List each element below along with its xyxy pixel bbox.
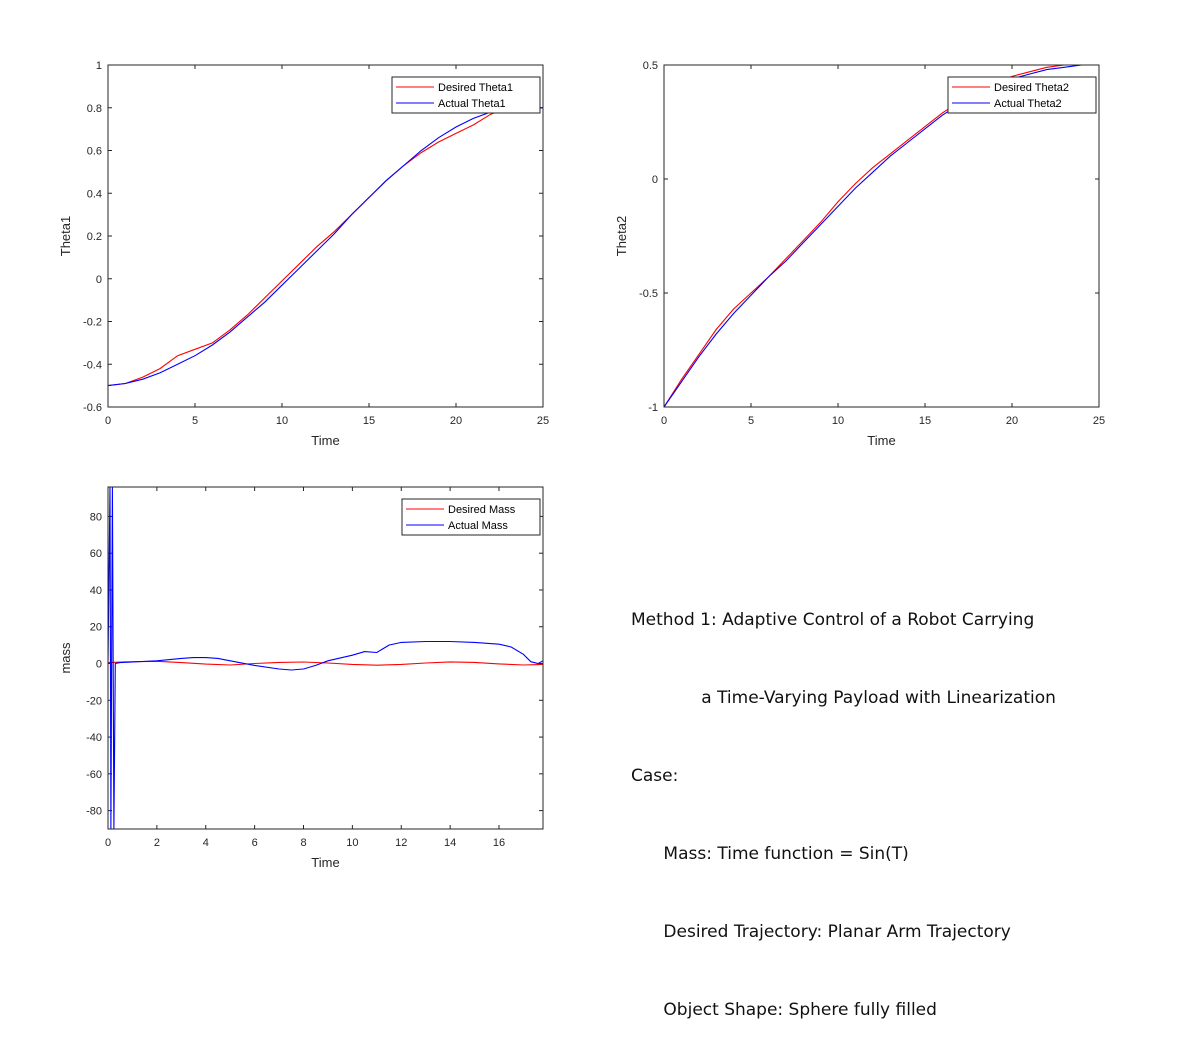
y-tick-label: 0.2 bbox=[87, 231, 102, 243]
legend-entry: Actual Mass bbox=[448, 520, 508, 532]
x-tick-label: 15 bbox=[363, 415, 375, 427]
y-tick-label: 1 bbox=[96, 60, 102, 72]
y-tick-label: 20 bbox=[90, 622, 102, 634]
y-tick-label: 0 bbox=[96, 274, 102, 286]
series-line-actual-theta1 bbox=[108, 107, 543, 387]
series-line-actual-theta2 bbox=[664, 65, 1099, 407]
legend-box bbox=[391, 76, 541, 114]
y-tick-label: 0.6 bbox=[87, 146, 102, 158]
legend-entry: Desired Theta2 bbox=[994, 82, 1069, 94]
x-tick-label: 12 bbox=[395, 837, 407, 849]
series-line-desired-mass bbox=[108, 660, 543, 666]
x-tick-label: 0 bbox=[661, 415, 667, 427]
y-axis-label: Theta2 bbox=[614, 216, 629, 256]
y-tick-label: 40 bbox=[90, 585, 102, 597]
mass-plot: 0 2 4 6 8 10 12 14 16 -80 -60 -40 -20 0 20 40 60 80 Time ma… bbox=[58, 486, 544, 870]
axes-frame bbox=[107, 64, 544, 408]
x-axis-label: Time bbox=[311, 855, 339, 870]
legend-box bbox=[401, 498, 541, 536]
y-tick-label: -0.6 bbox=[83, 402, 102, 414]
legend-entry: Desired Mass bbox=[448, 504, 516, 516]
y-tick-label: -1 bbox=[648, 402, 658, 414]
x-tick-label: 5 bbox=[192, 415, 198, 427]
x-tick-label: 10 bbox=[832, 415, 844, 427]
note-line: Desired Trajectory: Planar Arm Trajector… bbox=[631, 922, 1011, 942]
y-tick-label: -60 bbox=[86, 769, 102, 781]
x-tick-label: 10 bbox=[346, 837, 358, 849]
theta2-plot: 0 5 10 15 20 25 -1 -0.5 0 0.5 Time Theta2 Desired Th… bbox=[614, 60, 1105, 448]
x-tick-label: 4 bbox=[203, 837, 209, 849]
x-tick-label: 25 bbox=[1093, 415, 1105, 427]
series-line-actual-mass bbox=[108, 487, 543, 829]
y-tick-label: 0.4 bbox=[87, 188, 102, 200]
plot-area bbox=[108, 487, 543, 829]
method-description: Method 1: Adaptive Control of a Robot Ca… bbox=[631, 555, 1056, 1049]
y-tick-label: 0.5 bbox=[643, 60, 658, 72]
y-tick-label: 0.8 bbox=[87, 103, 102, 115]
x-tick-label: 10 bbox=[276, 415, 288, 427]
y-tick-label: -0.4 bbox=[83, 359, 102, 371]
y-tick-label: -0.5 bbox=[639, 288, 658, 300]
x-tick-label: 14 bbox=[444, 837, 456, 849]
y-tick-label: -0.2 bbox=[83, 317, 102, 329]
y-tick-label: -40 bbox=[86, 732, 102, 744]
axes-frame bbox=[107, 486, 544, 830]
x-tick-label: 16 bbox=[493, 837, 505, 849]
legend-box bbox=[947, 76, 1097, 114]
x-tick-label: 0 bbox=[105, 415, 111, 427]
y-tick-label: 60 bbox=[90, 548, 102, 560]
x-tick-label: 20 bbox=[1006, 415, 1018, 427]
y-tick-label: 80 bbox=[90, 511, 102, 523]
theta1-plot: 0 5 10 15 20 25 -0.6 -0.4 -0.2 0 0.2 0.4 0.6 0.8 1 Time… bbox=[58, 60, 549, 448]
series-line-desired-theta2 bbox=[664, 65, 1099, 407]
note-line: Mass: Time function = Sin(T) bbox=[631, 844, 909, 864]
x-tick-label: 5 bbox=[748, 415, 754, 427]
note-line: a Time-Varying Payload with Linearizatio… bbox=[631, 688, 1056, 708]
series-line-desired-theta1 bbox=[108, 107, 543, 387]
x-tick-label: 20 bbox=[450, 415, 462, 427]
y-axis-label: Theta1 bbox=[58, 216, 73, 256]
note-line: Method 1: Adaptive Control of a Robot Ca… bbox=[631, 610, 1035, 630]
note-line: Object Shape: Sphere fully filled bbox=[631, 1000, 937, 1020]
y-axis-label: mass bbox=[58, 642, 73, 674]
x-tick-label: 6 bbox=[252, 837, 258, 849]
x-tick-label: 2 bbox=[154, 837, 160, 849]
note-line: Case: bbox=[631, 766, 679, 786]
x-tick-label: 25 bbox=[537, 415, 549, 427]
legend-entry: Actual Theta1 bbox=[438, 98, 506, 110]
y-tick-label: 0 bbox=[652, 174, 658, 186]
y-tick-label: -80 bbox=[86, 806, 102, 818]
x-tick-label: 15 bbox=[919, 415, 931, 427]
plot-area bbox=[664, 65, 1099, 407]
axes-frame bbox=[663, 64, 1100, 408]
legend-entry: Desired Theta1 bbox=[438, 82, 513, 94]
x-tick-label: 0 bbox=[105, 837, 111, 849]
y-tick-label: 0 bbox=[96, 659, 102, 671]
plot-area bbox=[108, 65, 543, 407]
x-axis-label: Time bbox=[867, 433, 895, 448]
y-tick-label: -20 bbox=[86, 695, 102, 707]
figure-canvas: 0 5 10 15 20 25-0.6-0.4-0.200.20.40.60.81Time… bbox=[58, 60, 1105, 870]
x-tick-label: 8 bbox=[300, 837, 306, 849]
legend-entry: Actual Theta2 bbox=[994, 98, 1062, 110]
x-axis-label: Time bbox=[311, 433, 339, 448]
